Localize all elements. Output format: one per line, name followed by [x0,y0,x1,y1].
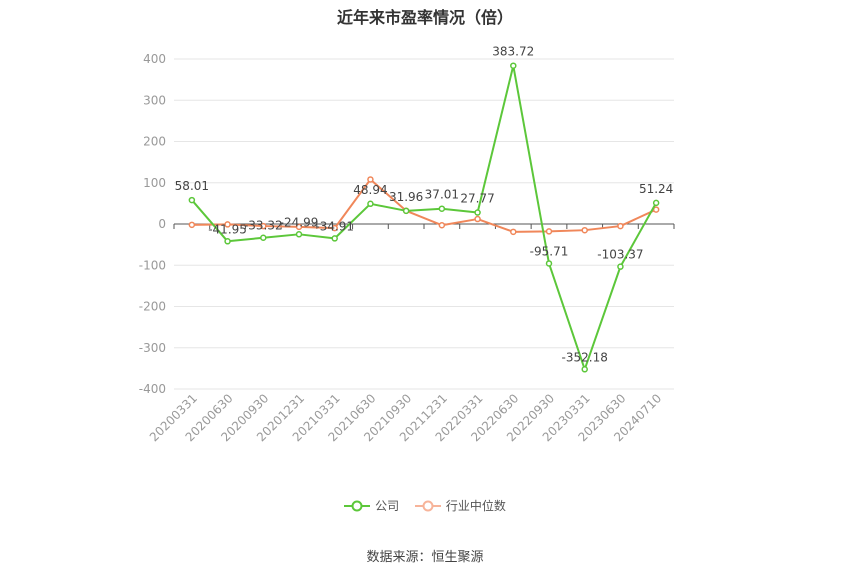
company-data-label: -33.32 [244,219,283,233]
y-tick-label: 200 [143,135,166,149]
legend: 公司 行业中位数 [0,497,850,515]
company-data-point [438,205,446,212]
y-tick-label: 0 [158,217,166,231]
grid-lines [174,58,674,390]
series-layer [188,62,660,373]
company-data-point [295,231,303,238]
y-tick-label: 400 [143,52,166,66]
y-tick-label: 300 [143,93,166,107]
company-data-point [652,199,660,207]
company-data-label: -41.95 [208,222,247,236]
company-data-label: -34.91 [315,219,354,233]
x-axis: 2020033120200630202009302020123120210331… [147,223,675,444]
industry-median-data-point [510,228,517,236]
y-tick-label: -200 [139,300,166,314]
industry-median-data-point [367,176,374,183]
company-series-line [191,64,658,371]
industry-median-data-point [652,206,660,213]
company-data-point [545,260,553,267]
company-data-label: -352.18 [562,350,608,364]
industry-median-data-point [331,224,338,232]
industry-median-data-point [188,221,196,229]
company-data-point [260,234,267,241]
industry-median-data-point [581,226,588,234]
legend-industry-label: 行业中位数 [445,499,506,513]
y-tick-label: 100 [143,176,166,190]
source-note: 数据来源：恒生聚源 [366,550,484,565]
y-tick-label: -100 [139,258,166,272]
company-data-point [367,200,374,208]
industry-median-data-point [260,222,267,230]
legend-item-company[interactable]: 公司 [344,497,399,514]
company-data-label: 51.24 [639,182,673,196]
company-data-label: 58.01 [175,179,209,193]
company-data-point [402,207,410,215]
y-tick-label: -400 [139,382,166,396]
company-data-label: 48.94 [353,183,387,197]
y-tick-label: -300 [139,341,166,355]
company-data-point [188,196,196,204]
company-data-point [474,209,481,216]
industry-median-data-point [474,215,481,223]
company-data-point [510,62,517,69]
legend-company-marker-icon [344,500,371,511]
industry-median-data-point [545,228,553,235]
company-data-label: -95.71 [530,244,569,258]
industry-median-data-point [295,223,303,231]
line-chart: -400 -300 -200 -100 0 100 200 300 400 2020033120… [139,45,675,444]
legend-item-industry-median[interactable]: 行业中位数 [414,497,506,514]
company-data-point [581,366,588,373]
company-data-label: 27.77 [460,192,494,206]
industry-median-data-point [224,221,231,228]
industry-median-data-point [438,221,446,229]
industry-median-series-line [191,178,657,233]
y-axis: -400 -300 -200 -100 0 100 200 300 400 [139,52,166,396]
company-data-label: 37.01 [425,188,459,202]
legend-company-label: 公司 [375,499,400,513]
company-data-label: 31.96 [389,190,423,204]
legend-industry-marker-icon [414,500,441,511]
industry-median-data-point [617,222,624,230]
company-data-label: -24.99 [280,215,319,229]
company-data-point [331,235,338,242]
company-data-point [617,263,624,270]
company-data-point [224,238,231,245]
company-data-label: 383.72 [492,45,534,59]
company-data-label: -103.37 [597,248,643,262]
chart-title: 近年来市盈率情况（倍） [336,8,513,27]
